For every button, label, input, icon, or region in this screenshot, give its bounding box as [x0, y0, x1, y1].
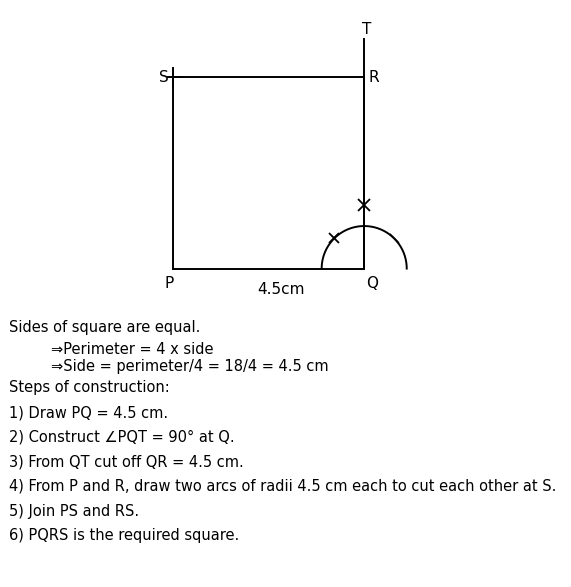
Text: P: P — [164, 276, 174, 291]
Text: ⇒Perimeter = 4 x side: ⇒Perimeter = 4 x side — [51, 342, 214, 357]
Text: Q: Q — [367, 276, 379, 291]
Text: 1) Draw PQ = 4.5 cm.: 1) Draw PQ = 4.5 cm. — [9, 405, 168, 420]
Text: ⇒Side = perimeter/4 = 18/4 = 4.5 cm: ⇒Side = perimeter/4 = 18/4 = 4.5 cm — [51, 359, 329, 375]
Text: Sides of square are equal.: Sides of square are equal. — [9, 320, 200, 335]
Text: 5) Join PS and RS.: 5) Join PS and RS. — [9, 504, 139, 519]
Text: 6) PQRS is the required square.: 6) PQRS is the required square. — [9, 528, 239, 544]
Text: 3) From QT cut off QR = 4.5 cm.: 3) From QT cut off QR = 4.5 cm. — [9, 454, 243, 470]
Text: T: T — [362, 22, 371, 36]
Text: S: S — [159, 70, 169, 85]
Text: 2) Construct ∠PQT = 90° at Q.: 2) Construct ∠PQT = 90° at Q. — [9, 430, 234, 445]
Text: 4) From P and R, draw two arcs of radii 4.5 cm each to cut each other at S.: 4) From P and R, draw two arcs of radii … — [9, 479, 556, 494]
Text: R: R — [368, 70, 379, 85]
Text: 4.5cm: 4.5cm — [258, 282, 305, 298]
Text: Steps of construction:: Steps of construction: — [9, 380, 170, 396]
